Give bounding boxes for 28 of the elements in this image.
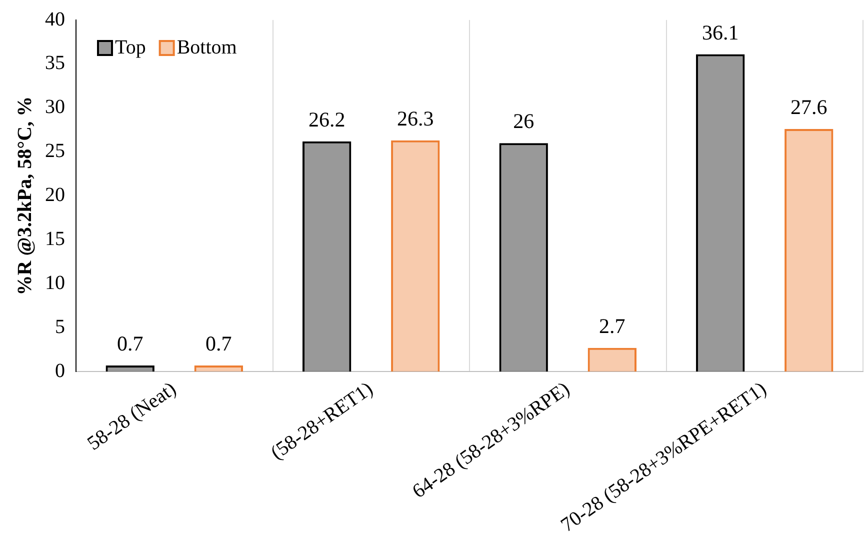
y-axis-title: %R @3.2kPa, 58°C, % (14, 96, 36, 296)
data-label: 2.7 (599, 314, 626, 338)
bar (588, 348, 636, 372)
bar (696, 54, 745, 372)
bar (194, 365, 243, 372)
bar (302, 141, 352, 372)
y-tick-label: 20 (45, 184, 65, 206)
y-tick-label: 35 (45, 52, 65, 74)
data-label: 27.6 (790, 95, 828, 120)
y-tick-label: 30 (45, 96, 65, 118)
y-tick-label: 10 (45, 272, 65, 294)
data-label: 26 (513, 109, 534, 134)
bar (784, 129, 834, 372)
y-tick-label: 15 (45, 228, 65, 250)
bar (499, 143, 548, 372)
y-tick-label: 0 (55, 360, 65, 382)
bar (106, 365, 154, 372)
data-label: 0.7 (116, 331, 144, 356)
y-tick-label: 40 (45, 8, 65, 30)
y-tick-label: 25 (45, 140, 65, 162)
data-label: 26.3 (397, 106, 434, 130)
data-label: 0.7 (206, 331, 232, 356)
legend-label: Bottom (176, 36, 238, 58)
legend-label: Top (115, 36, 146, 58)
y-tick-label: 5 (55, 316, 65, 338)
data-label: 36.1 (702, 20, 739, 44)
data-label: 26.2 (308, 107, 346, 132)
bar (391, 140, 440, 372)
